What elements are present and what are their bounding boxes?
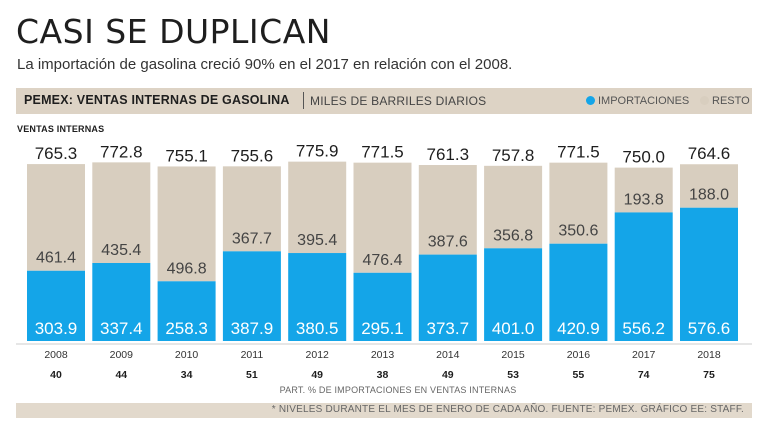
share-label-2008: 40: [50, 369, 62, 381]
rest-label-2010: 496.8: [167, 260, 207, 277]
imports-label-2017: 556.2: [622, 319, 665, 338]
source-bar: * NIVELES DURANTE EL MES DE ENERO DE CAD…: [16, 403, 752, 418]
bar-imports-2017: [614, 212, 673, 341]
year-label-2009: 2009: [110, 349, 134, 361]
imports-label-2015: 401.0: [492, 319, 535, 338]
bar-imports-2016: [549, 243, 608, 341]
total-label-2012: 775.9: [296, 142, 339, 161]
imports-label-2008: 303.9: [35, 319, 78, 338]
bar-rest-2016: [549, 162, 608, 244]
total-label-2015: 757.8: [492, 146, 535, 165]
year-label-2015: 2015: [501, 349, 525, 361]
chart-title: CASI SE DUPLICAN: [16, 12, 331, 51]
bar-imports-2012: [288, 253, 347, 341]
share-label-2016: 55: [573, 369, 585, 381]
total-label-2016: 771.5: [557, 143, 600, 162]
bar-imports-2008: [27, 270, 85, 341]
bar-rest-2013: [353, 162, 412, 273]
bar-rest-2017: [614, 167, 673, 213]
rest-label-2014: 387.6: [428, 234, 468, 251]
total-label-2008: 765.3: [35, 144, 78, 163]
bar-rest-2015: [484, 165, 543, 249]
imports-label-2012: 380.5: [296, 319, 339, 338]
year-label-2014: 2014: [436, 349, 460, 361]
total-label-2010: 755.1: [165, 146, 208, 165]
share-label-2010: 34: [181, 369, 193, 381]
year-label-2016: 2016: [567, 349, 591, 361]
rest-label-2017: 193.8: [624, 191, 664, 208]
bar-rest-2009: [92, 162, 151, 264]
header-units: MILES DE BARRILES DIARIOS: [310, 94, 487, 108]
bar-rest-2018: [680, 164, 738, 208]
rest-label-2012: 395.4: [297, 232, 337, 249]
rest-label-2015: 356.8: [493, 227, 533, 244]
year-label-2013: 2013: [371, 349, 395, 361]
chart-subtitle: La importación de gasolina creció 90% en…: [17, 56, 513, 73]
rest-label-2013: 476.4: [362, 252, 402, 269]
bar-imports-2013: [353, 272, 412, 341]
rest-label-2016: 350.6: [558, 223, 598, 240]
total-label-2013: 771.5: [361, 143, 404, 162]
year-label-2018: 2018: [697, 349, 721, 361]
imports-label-2018: 576.6: [688, 319, 731, 338]
bar-imports-2010: [157, 281, 216, 341]
total-label-2009: 772.8: [100, 142, 143, 161]
header-title: PEMEX: VENTAS INTERNAS DE GASOLINA: [24, 93, 290, 107]
year-label-2011: 2011: [241, 349, 264, 361]
share-label-2012: 49: [311, 369, 323, 381]
share-label-2009: 44: [115, 369, 127, 381]
share-label-2015: 53: [507, 369, 519, 381]
share-label-2014: 49: [442, 369, 454, 381]
legend-imports: IMPORTACIONES: [586, 95, 689, 107]
year-label-2012: 2012: [306, 349, 330, 361]
imports-label-2014: 373.7: [427, 319, 470, 338]
imports-label-2011: 387.9: [231, 319, 274, 338]
year-label-2017: 2017: [632, 349, 656, 361]
share-footnote: PART. % DE IMPORTACIONES EN VENTAS INTER…: [279, 385, 517, 395]
imports-label-2013: 295.1: [361, 319, 404, 338]
share-label-2011: 51: [246, 369, 258, 381]
share-label-2013: 38: [377, 369, 389, 381]
rest-label-2009: 435.4: [101, 242, 141, 259]
rest-label-2008: 461.4: [36, 250, 76, 267]
share-label-2017: 74: [638, 369, 650, 381]
legend-rest-label: RESTO: [712, 95, 750, 107]
imports-label-2009: 337.4: [100, 319, 143, 338]
stacked-bar-chart: 765.3 461.4 303.9 2008 40 772.8 435.4 337.4 2009…: [16, 142, 752, 381]
bar-imports-2014: [418, 254, 477, 341]
legend-imports-swatch: [586, 96, 595, 105]
header-divider: [303, 92, 304, 109]
total-label-2011: 755.6: [231, 146, 274, 165]
bar-rest-2012: [288, 161, 347, 254]
legend-rest: RESTO: [700, 95, 750, 107]
bar-imports-2011: [222, 251, 281, 341]
imports-label-2010: 258.3: [165, 319, 208, 338]
source-note: * NIVELES DURANTE EL MES DE ENERO DE CAD…: [271, 404, 744, 415]
rest-label-2018: 188.0: [689, 187, 729, 204]
year-label-2010: 2010: [175, 349, 199, 361]
total-label-2017: 750.0: [622, 148, 665, 167]
bar-imports-2015: [484, 248, 543, 341]
total-label-2014: 761.3: [427, 145, 470, 164]
bar-rest-2011: [222, 166, 281, 252]
bar-rest-2008: [27, 164, 85, 271]
share-label-2018: 75: [703, 369, 715, 381]
axis-caption: VENTAS INTERNAS: [17, 124, 105, 134]
bar-imports-2009: [92, 263, 151, 341]
legend-imports-label: IMPORTACIONES: [598, 95, 690, 107]
bar-rest-2010: [157, 166, 216, 282]
bar-rest-2014: [418, 165, 477, 255]
rest-label-2011: 367.7: [232, 230, 272, 247]
total-label-2018: 764.6: [688, 144, 731, 163]
legend-rest-swatch: [700, 96, 709, 105]
chart-header-bar: PEMEX: VENTAS INTERNAS DE GASOLINA MILES…: [16, 88, 752, 114]
imports-label-2016: 420.9: [557, 319, 600, 338]
bar-imports-2018: [680, 207, 738, 341]
year-label-2008: 2008: [44, 349, 68, 361]
